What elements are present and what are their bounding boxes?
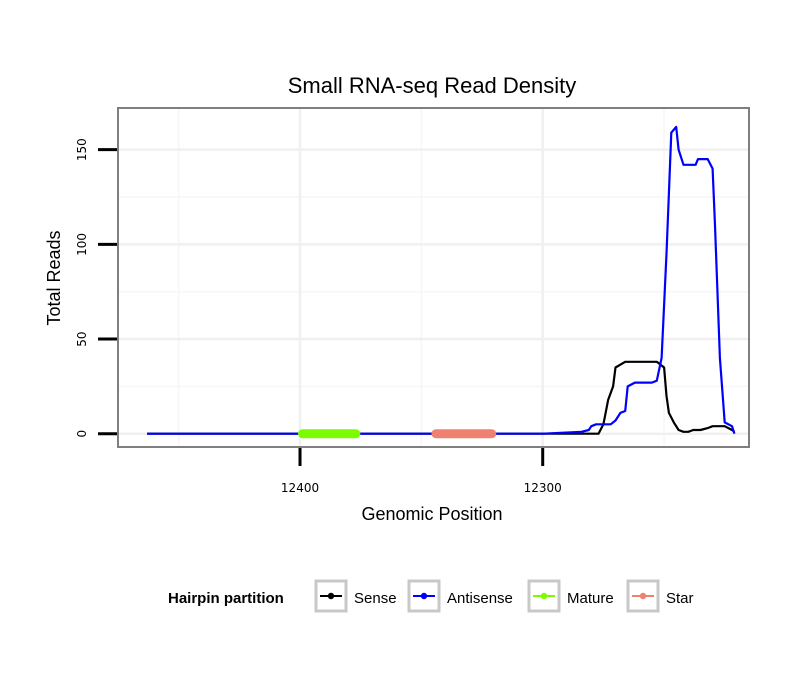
data-marks xyxy=(147,125,736,439)
legend-point-star xyxy=(639,592,647,600)
chart-title: Small RNA-seq Read Density xyxy=(288,73,577,98)
x-tick-label: 12300 xyxy=(524,481,562,495)
legend-point-mature xyxy=(540,592,548,600)
plot-panel xyxy=(118,108,749,447)
panel-background xyxy=(118,108,749,447)
legend-point-sense xyxy=(327,592,335,600)
legend-label-star: Star xyxy=(666,590,694,607)
y-tick-label: 150 xyxy=(75,138,89,161)
x-tick-label: 12400 xyxy=(281,481,319,495)
sense-line xyxy=(147,360,736,435)
legend-label-sense: Sense xyxy=(354,590,397,607)
legend-label-mature: Mature xyxy=(567,590,614,607)
y-tick-label: 0 xyxy=(75,430,89,438)
panel-border xyxy=(117,107,750,448)
y-tick-label: 100 xyxy=(75,233,89,256)
legend-point-antisense xyxy=(420,592,428,600)
legend: Hairpin partition Sense Antisense Mature St… xyxy=(168,579,694,613)
legend-title: Hairpin partition xyxy=(168,590,284,607)
axes: 0 50 100 150 12400 12300 xyxy=(75,107,750,495)
y-tick-label: 50 xyxy=(75,331,89,346)
antisense-line xyxy=(147,125,736,435)
y-axis-title: Total Reads xyxy=(44,230,64,325)
x-axis-title: Genomic Position xyxy=(361,504,502,524)
legend-label-antisense: Antisense xyxy=(447,590,513,607)
